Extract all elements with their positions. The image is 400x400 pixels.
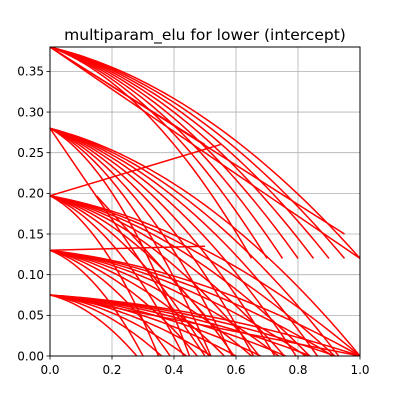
series-group xyxy=(50,47,360,356)
series-curve-0-3 xyxy=(50,47,299,259)
series-curve-2-4 xyxy=(50,195,260,356)
series-curve-1-8 xyxy=(50,127,360,356)
series-curve-3-7 xyxy=(50,249,334,356)
series-curve-4-9 xyxy=(50,294,360,356)
series-curve-1-2 xyxy=(50,127,233,356)
series-curve-2-7 xyxy=(50,195,336,356)
series-segment-5 xyxy=(50,127,206,356)
y-tick-label: 0.25 xyxy=(17,146,44,160)
series-curve-2-5 xyxy=(50,195,285,356)
y-tick-label: 0.05 xyxy=(17,309,44,323)
y-tick-label: 0.30 xyxy=(17,105,44,119)
x-tick-label: 1.0 xyxy=(350,363,369,377)
series-curve-3-8 xyxy=(50,249,360,356)
y-tick-label: 0.15 xyxy=(17,227,44,241)
series-curve-2-6 xyxy=(50,195,311,356)
y-tick-label: 0.10 xyxy=(17,268,44,282)
x-axis: 0.0 0.2 0.4 0.6 0.8 1.0 xyxy=(40,356,370,377)
x-tick-label: 0.6 xyxy=(226,363,245,377)
series-segment-4 xyxy=(50,245,206,252)
series-segment-2 xyxy=(50,47,206,146)
series-curve-2-2 xyxy=(50,195,210,356)
y-axis: 0.00 0.05 0.10 0.15 0.20 0.25 0.30 0.35 xyxy=(17,65,50,363)
series-curve-0-7 xyxy=(50,47,360,259)
series-segment-6 xyxy=(95,195,206,316)
series-curve-0-0 xyxy=(50,47,253,259)
series-curve-1-5 xyxy=(50,127,297,356)
chart-title: multiparam_elu for lower (intercept) xyxy=(64,26,346,45)
series-curve-3-4 xyxy=(50,249,252,356)
series-curve-1-1 xyxy=(50,127,212,356)
x-tick-label: 0.0 xyxy=(40,363,59,377)
series-curve-3-5 xyxy=(50,249,280,356)
plot-frame xyxy=(49,46,361,357)
series-segment-7 xyxy=(50,294,360,356)
x-tick-label: 0.2 xyxy=(102,363,121,377)
series-curve-1-7 xyxy=(50,127,340,356)
x-tick-label: 0.8 xyxy=(288,363,307,377)
series-curve-3-2 xyxy=(50,249,198,356)
series-curve-0-1 xyxy=(50,47,268,259)
y-tick-label: 0.00 xyxy=(17,349,44,363)
x-tick-label: 0.4 xyxy=(164,363,183,377)
series-curve-0-6 xyxy=(50,47,346,259)
series-curve-0-4 xyxy=(50,47,315,259)
series-curve-4-0 xyxy=(50,294,138,356)
series-curve-1-0 xyxy=(50,127,191,356)
series-curve-0-2 xyxy=(50,47,284,259)
series-curve-3-1 xyxy=(50,249,171,356)
series-segment-3 xyxy=(50,143,221,197)
series-curve-4-1 xyxy=(50,294,163,356)
series-curve-2-1 xyxy=(50,195,185,356)
series-curve-2-8 xyxy=(50,195,360,356)
series-segment-0 xyxy=(50,47,360,260)
series-curve-1-6 xyxy=(50,127,318,356)
y-tick-label: 0.35 xyxy=(17,65,44,79)
y-tick-label: 0.20 xyxy=(17,187,44,201)
series-curve-0-5 xyxy=(50,47,330,259)
